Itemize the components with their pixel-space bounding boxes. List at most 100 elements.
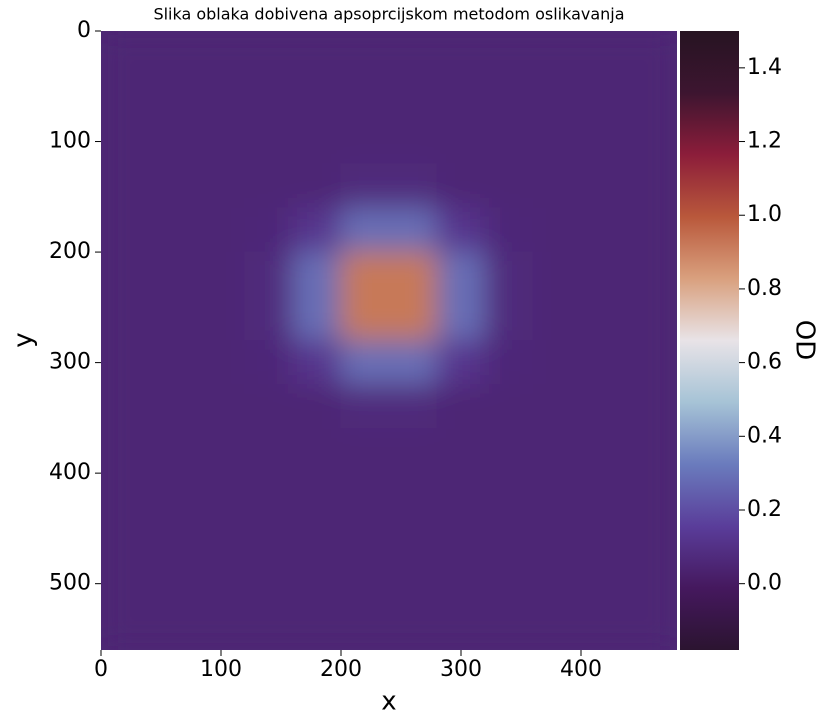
heatmap-cell [388,605,438,650]
heatmap-cell [580,561,630,607]
heatmap-cell [436,472,486,518]
heatmap-cell [580,384,630,430]
heatmap-cell [436,31,486,76]
heatmap-cell [484,340,534,386]
heatmap-cell [292,384,342,430]
heatmap-cell [388,516,438,563]
heatmap-cell [101,340,150,386]
heatmap-cell [101,384,150,430]
colorbar-tick-label: 0.4 [747,423,782,448]
heatmap-cell [101,118,150,165]
heatmap-cell [244,295,294,341]
heatmap-cell [292,118,342,165]
y-tick-label: 300 [49,350,91,375]
heatmap-cell [244,384,294,430]
heatmap-cell [580,516,630,563]
x-tick-label: 100 [200,657,242,682]
heatmap-cell [484,605,534,650]
heatmap-cell [101,74,150,120]
heatmap-cell [628,384,677,430]
heatmap-cell [292,605,342,650]
colorbar [680,31,739,650]
heatmap-cell [580,207,630,253]
heatmap-cell [628,561,677,607]
colorbar-tick-label: 0.6 [747,350,782,375]
heatmap-cell [148,516,198,563]
heatmap-cell [340,561,390,607]
heatmap-cell [340,472,390,518]
colorbar-tick-label: 1.4 [747,55,782,80]
heatmap-cell [436,207,486,253]
heatmap-cell [292,251,342,297]
heatmap-cell [148,428,198,474]
heatmap-cell [244,561,294,607]
heatmap-cell [148,207,198,253]
heatmap-cell [196,340,246,386]
y-tick-label: 0 [77,18,91,43]
heatmap-cell [340,118,390,165]
heatmap-cell [148,163,198,209]
colorbar-tick-label: 0.8 [747,276,782,301]
x-tick-label: 400 [560,657,602,682]
heatmap-cell [244,605,294,650]
heatmap-cell [340,428,390,474]
heatmap-cell [580,340,630,386]
x-axis-label: x [381,687,396,717]
heatmap-cell [292,31,342,76]
heatmap-cell [580,31,630,76]
heatmap-cell [196,251,246,297]
heatmap-cell [148,384,198,430]
heatmap-cell [340,74,390,120]
heatmap-cell [244,340,294,386]
heatmap-cell [436,561,486,607]
heatmap-cell [292,428,342,474]
heatmap-cell [388,74,438,120]
heatmap-cell [580,605,630,650]
heatmap-cell [340,384,390,430]
heatmap-cell [244,207,294,253]
y-tick-label: 200 [49,239,91,264]
heatmap-cell [628,207,677,253]
heatmap-cell [196,31,246,76]
heatmap-cell [244,428,294,474]
heatmap-cell [436,118,486,165]
heatmap-cell [532,605,582,650]
heatmap-cell [532,340,582,386]
x-tick-label: 200 [320,657,362,682]
chart-title: Slika oblaka dobivena apsoprcijskom meto… [153,5,624,24]
x-tick-label: 0 [94,657,108,682]
heatmap-cell [484,384,534,430]
heatmap-cell [148,251,198,297]
heatmap-cell [532,74,582,120]
colorbar-tick-label: 1.0 [747,202,782,227]
y-tick-label: 100 [49,129,91,154]
heatmap-cell [436,74,486,120]
heatmap-cell [484,516,534,563]
heatmap-cell [628,74,677,120]
heatmap-cell [532,163,582,209]
heatmap-cell [196,561,246,607]
heatmap-cell [484,118,534,165]
heatmap-cell [484,472,534,518]
heatmap-cell [388,295,438,341]
heatmap-cell [580,74,630,120]
heatmap-cell [532,251,582,297]
heatmap-cell [292,340,342,386]
heatmap-cell [388,31,438,76]
heatmap-cell [532,472,582,518]
heatmap-cell [532,31,582,76]
x-tick-label: 300 [440,657,482,682]
heatmap-cell [101,251,150,297]
heatmap-cell [532,295,582,341]
heatmap-cell [196,516,246,563]
heatmap-cell [101,207,150,253]
heatmap-cell [388,163,438,209]
heatmap-cell [388,207,438,253]
heatmap-cell [436,384,486,430]
heatmap-cell [388,384,438,430]
heatmap-cell [580,163,630,209]
heatmap-cell [436,163,486,209]
heatmap-cell [628,340,677,386]
heatmap-cell [532,561,582,607]
